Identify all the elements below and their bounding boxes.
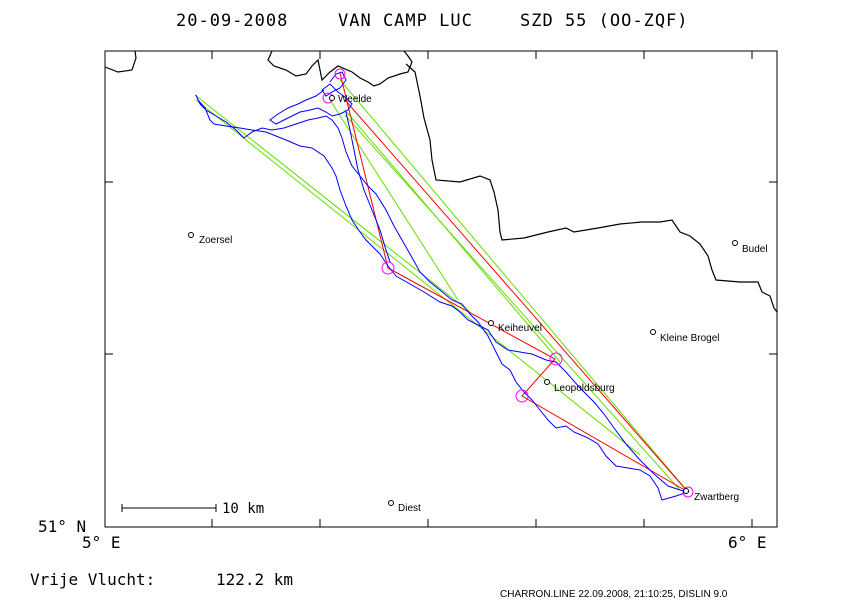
lon-label-right: 6° E xyxy=(728,533,767,552)
distance-value: 122.2 km xyxy=(216,570,293,589)
scale-bar: 10 km xyxy=(121,501,264,517)
axis-ticks xyxy=(104,51,777,527)
gps-track-cluster xyxy=(269,71,353,125)
chart-title: 20-09-2008 VAN CAMP LUC SZD 55 (OO-ZQF) xyxy=(176,11,689,31)
lat-label: 51° N xyxy=(38,517,86,536)
alt-task-lines xyxy=(194,79,689,493)
town-labels: Weelde Zoersel Budel Keiheuvel Kleine Br… xyxy=(199,94,768,514)
title-date: 20-09-2008 xyxy=(176,11,288,31)
turnpoint-circle-3 xyxy=(515,389,529,403)
gps-track-leg3 xyxy=(345,111,391,263)
town-label-zoersel: Zoersel xyxy=(199,235,232,246)
town-dot-diest xyxy=(388,500,394,506)
task-line xyxy=(339,72,689,493)
scale-bar-label: 10 km xyxy=(222,501,264,517)
town-dot-zwartberg xyxy=(683,488,689,494)
town-label-leopoldsburg: Leopoldsburg xyxy=(554,383,615,394)
town-label-keiheuvel: Keiheuvel xyxy=(498,323,542,334)
town-label-kleine-brogel: Kleine Brogel xyxy=(660,333,719,344)
town-dot-keiheuvel xyxy=(488,320,494,326)
town-dot-zoersel xyxy=(188,232,194,238)
task-line-closing xyxy=(344,99,689,493)
turnpoint-circle-2 xyxy=(549,352,563,366)
border-line-top-left xyxy=(104,50,137,73)
town-dot-kleine-brogel xyxy=(650,329,656,335)
turnpoint-markers xyxy=(322,68,694,498)
town-dot-weelde xyxy=(329,95,335,101)
distance-label: Vrije Vlucht: xyxy=(30,570,155,589)
title-pilot: VAN CAMP LUC xyxy=(338,11,473,31)
plot-frame xyxy=(104,50,778,528)
turnpoint-circle-zwartberg xyxy=(682,486,694,498)
town-label-diest: Diest xyxy=(398,503,421,514)
town-label-zwartberg: Zwartberg xyxy=(694,492,739,503)
footer-stamp: CHARRON.LINE 22.09.2008, 21:10:25, DISLI… xyxy=(500,589,728,600)
border-line-east xyxy=(405,63,778,313)
town-label-budel: Budel xyxy=(742,244,768,255)
town-markers xyxy=(188,95,738,506)
turnpoint-circle-1 xyxy=(381,261,395,275)
border-line-main xyxy=(267,50,413,87)
town-dot-budel xyxy=(732,240,738,246)
town-dot-leopoldsburg xyxy=(544,379,550,385)
title-glider: SZD 55 (OO-ZQF) xyxy=(520,11,689,31)
lon-label-left: 5° E xyxy=(82,533,121,552)
town-label-weelde: Weelde xyxy=(338,94,372,105)
turnpoint-circle-start xyxy=(334,68,346,80)
gps-track xyxy=(195,94,690,501)
